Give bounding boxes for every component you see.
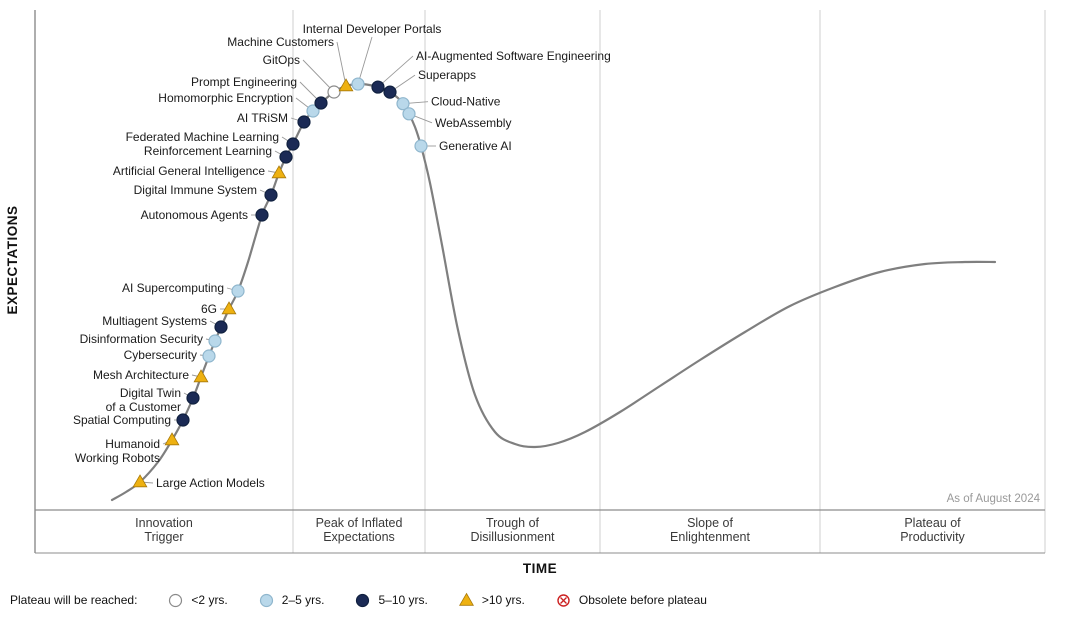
label-prompt-engineering: Prompt Engineering (191, 75, 297, 89)
label-machine-customers: Machine Customers (227, 35, 334, 49)
marker-webassembly (402, 107, 416, 121)
label-autonomous-agents: Autonomous Agents (141, 208, 248, 222)
legend-label-y2_5: 2–5 yrs. (281, 593, 325, 607)
marker-cybersecurity (202, 349, 216, 363)
marker-artificial-general-intelligence (271, 165, 287, 179)
technology-markers (132, 77, 428, 488)
label-internal-developer-portals: Internal Developer Portals (303, 22, 442, 36)
y2_5-marker-icon-shape (259, 593, 273, 608)
marker-superapps (383, 85, 397, 99)
label-mesh-architecture: Mesh Architecture (93, 368, 189, 382)
label-multiagent-systems: Multiagent Systems (102, 314, 207, 328)
label-gitops: GitOps (263, 53, 300, 67)
leader-machine-customers (336, 41, 347, 87)
marker-mesh-architecture (193, 369, 209, 383)
label-ai-supercomputing: AI Supercomputing (122, 281, 224, 295)
phase-label-trough-of-disillusionment: Trough of Disillusionment (470, 516, 555, 544)
marker-digital-immune-system (264, 188, 278, 202)
marker-ai-supercomputing (231, 284, 245, 298)
hype-cycle-plot: Innovation Trigger Peak of Inflated Expecta… (5, 10, 1046, 576)
marker-cloud-native (396, 97, 410, 111)
label-spatial-computing: Spatial Computing (73, 413, 171, 427)
marker-internal-developer-portals (351, 77, 365, 91)
legend-label-obsolete: Obsolete before plateau (578, 593, 707, 607)
technology-labels: Large Action Models Humanoid Working Robot… (73, 22, 611, 490)
marker-ai-trism (297, 115, 311, 129)
marker-humanoid-working-robots (164, 432, 180, 446)
lt2-marker-icon-shape (169, 593, 183, 608)
marker-federated-machine-learning (286, 137, 300, 151)
plateau-legend: Plateau will be reached: <2 yrs. 2–5 yrs.… (10, 584, 707, 616)
marker-machine-customers (338, 78, 354, 92)
label-humanoid-working-robots: Humanoid Working Robots (75, 437, 160, 465)
legend-item-y5_10: 5–10 yrs. (354, 592, 428, 608)
legend-label-lt2: <2 yrs. (191, 593, 228, 607)
label-6g: 6G (201, 302, 217, 316)
leader-ai-augmented-software-engineering (377, 55, 414, 88)
y2_5-marker-icon (259, 593, 273, 608)
label-cloud-native: Cloud-Native (431, 95, 501, 109)
label-webassembly: WebAssembly (435, 116, 511, 130)
label-artificial-general-intelligence: Artificial General Intelligence (113, 164, 265, 178)
label-digital-immune-system: Digital Immune System (134, 183, 257, 197)
label-ai-trism: AI TRiSM (237, 111, 288, 125)
phase-label-slope-of-enlightenment: Slope of Enlightenment (670, 516, 750, 544)
legend-item-lt2: <2 yrs. (167, 592, 228, 608)
marker-ai-augmented-software-engineering (371, 80, 385, 94)
marker-prompt-engineering (314, 96, 328, 110)
label-large-action-models: Large Action Models (156, 476, 265, 490)
label-disinformation-security: Disinformation Security (80, 332, 203, 346)
legend-item-y2_5: 2–5 yrs. (258, 592, 325, 608)
legend-label-gt10: >10 yrs. (481, 593, 525, 607)
label-superapps: Superapps (418, 68, 476, 82)
marker-6g (221, 301, 237, 315)
leader-gitops (302, 59, 335, 93)
y5_10-marker-icon-shape (356, 593, 370, 608)
label-federated-machine-learning: Federated Machine Learning (126, 130, 279, 144)
marker-spatial-computing (176, 413, 190, 427)
marker-generative-ai (414, 139, 428, 153)
y5_10-marker-icon (356, 593, 370, 608)
x-axis-title: TIME (523, 561, 557, 576)
marker-autonomous-agents (255, 208, 269, 222)
obsolete-marker-icon (557, 594, 570, 607)
label-generative-ai: Generative AI (439, 139, 512, 153)
phase-label-plateau-of-productivity: Plateau of Productivity (900, 516, 965, 544)
gt10-marker-icon (458, 592, 474, 606)
phase-label-innovation-trigger: Innovation Trigger (135, 516, 193, 544)
phase-label-peak-of-inflated-expectations: Peak of Inflated Expectations (316, 516, 403, 544)
marker-large-action-models (132, 474, 148, 488)
y-axis-title: EXPECTATIONS (5, 205, 20, 314)
obsolete-marker-icon-shape-x2 (559, 597, 567, 604)
label-homomorphic-encryption: Homomorphic Encryption (158, 91, 293, 105)
marker-multiagent-systems (214, 320, 228, 334)
marker-homomorphic-encryption (306, 104, 320, 118)
marker-gitops (327, 85, 341, 99)
label-ai-augmented-software-engineering: AI-Augmented Software Engineering (416, 49, 611, 63)
legend-item-gt10: >10 yrs. (458, 592, 525, 608)
legend-label-y5_10: 5–10 yrs. (378, 593, 428, 607)
label-reinforcement-learning: Reinforcement Learning (144, 144, 272, 158)
legend-item-obsolete: Obsolete before plateau (555, 592, 707, 608)
marker-disinformation-security (208, 334, 222, 348)
label-cybersecurity: Cybersecurity (124, 348, 197, 362)
marker-reinforcement-learning (279, 150, 293, 164)
legend-title: Plateau will be reached: (10, 593, 138, 607)
gt10-marker-icon-shape (458, 592, 474, 606)
marker-digital-twin-of-a-customer (186, 391, 200, 405)
label-digital-twin-of-a-customer: Digital Twin of a Customer (106, 386, 181, 414)
as-of-date: As of August 2024 (947, 493, 1041, 505)
leader-internal-developer-portals (357, 36, 373, 85)
lt2-marker-icon (169, 593, 183, 608)
